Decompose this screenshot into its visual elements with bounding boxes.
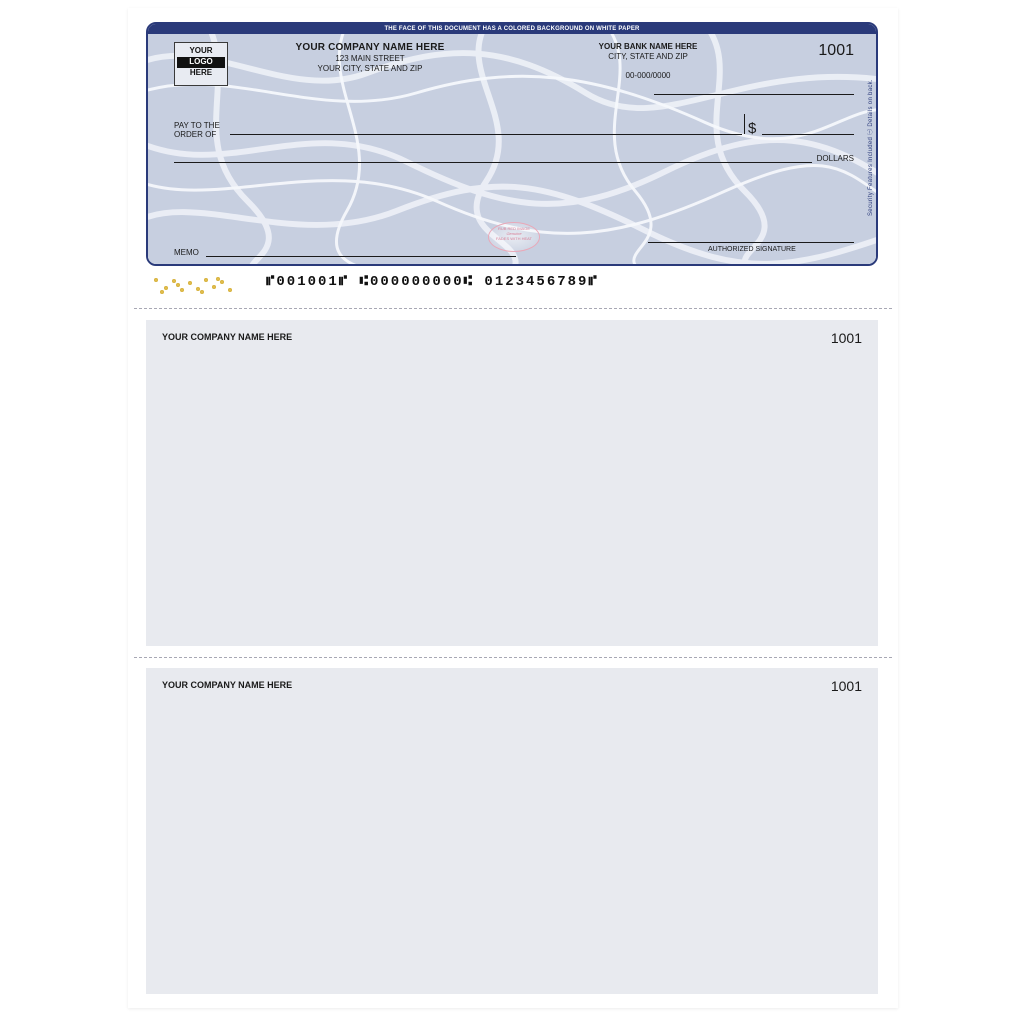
bank-fractional-number: 00-000/0000 xyxy=(548,71,748,80)
stub-panel-1: YOUR COMPANY NAME HERE 1001 xyxy=(146,320,878,646)
logo-line3: HERE xyxy=(175,69,227,78)
page-sheet: THE FACE OF THIS DOCUMENT HAS A COLORED … xyxy=(128,8,898,1008)
perforation-2 xyxy=(134,657,892,658)
amount-box-left-rule xyxy=(744,114,745,134)
memo-label: MEMO xyxy=(174,248,199,257)
logo-placeholder: YOUR LOGO HERE xyxy=(174,42,228,86)
signature-label: AUTHORIZED SIGNATURE xyxy=(708,246,796,253)
date-line xyxy=(654,94,854,95)
bank-city-state-zip: CITY, STATE AND ZIP xyxy=(548,52,748,61)
check-number: 1001 xyxy=(818,42,854,60)
logo-line1: YOUR xyxy=(175,47,227,56)
dollar-sign: $ xyxy=(748,120,756,137)
stub1-check-number: 1001 xyxy=(831,330,862,346)
company-address-block: YOUR COMPANY NAME HERE 123 MAIN STREET Y… xyxy=(240,42,500,73)
company-name: YOUR COMPANY NAME HERE xyxy=(240,42,500,53)
signature-line xyxy=(648,242,854,243)
bank-name: YOUR BANK NAME HERE xyxy=(548,42,748,51)
memo-line xyxy=(206,256,516,257)
dollars-label: DOLLARS xyxy=(817,154,854,163)
heat-seal-line3: FADES WITH HEAT xyxy=(489,237,539,242)
security-side-text: Security Features Included ⓘ Details on … xyxy=(866,48,878,248)
payee-line xyxy=(230,134,742,135)
micr-line: ⑈001001⑈ ⑆000000000⑆ 0123456789⑈ xyxy=(266,274,599,290)
stub1-company-name: YOUR COMPANY NAME HERE xyxy=(162,332,292,342)
stub2-company-name: YOUR COMPANY NAME HERE xyxy=(162,680,292,690)
stub-panel-2: YOUR COMPANY NAME HERE 1001 xyxy=(146,668,878,994)
company-city-state-zip: YOUR CITY, STATE AND ZIP xyxy=(240,64,500,73)
logo-line2: LOGO xyxy=(177,57,225,68)
bank-address-block: YOUR BANK NAME HERE CITY, STATE AND ZIP … xyxy=(548,42,748,80)
hologram-gold-dots xyxy=(150,276,240,294)
check-panel: THE FACE OF THIS DOCUMENT HAS A COLORED … xyxy=(146,22,878,266)
micr-row: ⑈001001⑈ ⑆000000000⑆ 0123456789⑈ xyxy=(146,274,878,296)
pay-to-label: PAY TO THE ORDER OF xyxy=(174,122,220,140)
perforation-1 xyxy=(134,308,892,309)
heat-sensitive-seal: RUB RED IMAGE Genuine FADES WITH HEAT xyxy=(488,222,540,252)
amount-words-line xyxy=(174,162,812,163)
amount-numeric-line xyxy=(762,134,854,135)
stub2-check-number: 1001 xyxy=(831,678,862,694)
company-street: 123 MAIN STREET xyxy=(240,54,500,63)
security-banner: THE FACE OF THIS DOCUMENT HAS A COLORED … xyxy=(148,24,876,34)
